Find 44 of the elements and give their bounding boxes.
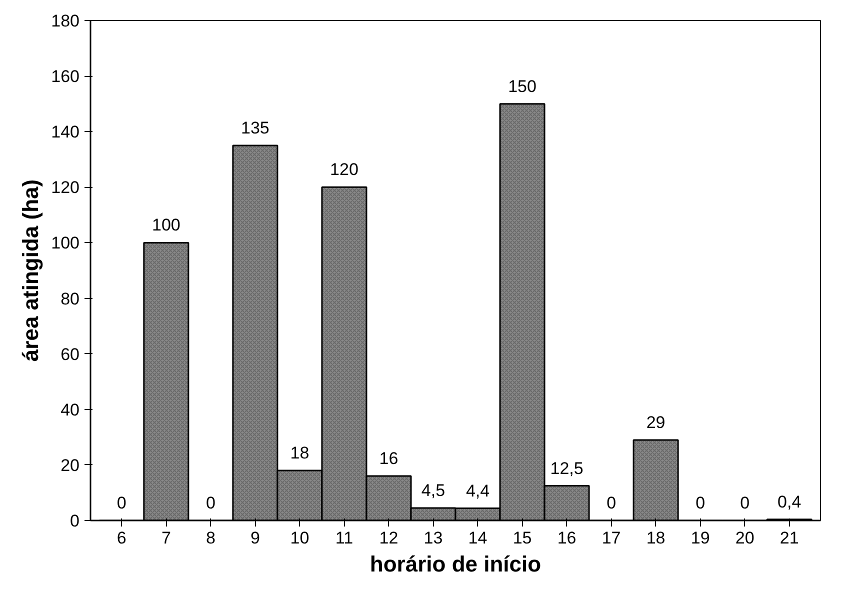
x-tick-label: 19	[690, 528, 710, 548]
x-tick-label: 16	[557, 528, 576, 548]
y-axis-title: área atingida (ha)	[18, 179, 44, 362]
x-tick-label: 18	[646, 528, 666, 548]
x-tick-label: 12	[379, 528, 398, 548]
x-tick-label: 9	[250, 528, 260, 548]
data-label: 0	[206, 494, 216, 512]
x-tick-label: 10	[290, 528, 310, 548]
data-label: 12,5	[550, 458, 584, 478]
data-label: 0	[606, 494, 616, 512]
data-label: 16	[379, 449, 398, 468]
y-tick-label: 20	[60, 456, 80, 475]
y-tick-label: 140	[51, 122, 80, 142]
x-tick-label: 7	[161, 528, 171, 548]
x-tick-label: 14	[468, 528, 488, 548]
data-label: 0	[116, 494, 126, 512]
y-tick-label: 40	[60, 400, 80, 420]
y-tick-label: 0	[70, 512, 80, 530]
x-tick-label: 15	[512, 528, 532, 548]
data-label: 120	[330, 160, 358, 180]
y-tick-label: 120	[51, 178, 80, 198]
data-label: 150	[508, 76, 536, 96]
data-label: 0,4	[778, 492, 802, 512]
y-tick-label: 180	[51, 12, 80, 30]
x-tick-label: 6	[116, 528, 126, 548]
y-tick-label: 100	[51, 234, 80, 253]
x-tick-label: 20	[735, 528, 754, 548]
data-label: 4,4	[466, 481, 490, 500]
data-label: 18	[290, 444, 310, 462]
y-tick-label: 80	[60, 289, 80, 308]
data-label: 100	[152, 216, 180, 235]
data-label: 0	[696, 494, 706, 512]
y-tick-label: 60	[60, 344, 80, 364]
x-tick-label: 21	[780, 528, 799, 548]
x-tick-label: 11	[335, 528, 354, 548]
x-tick-label: 13	[424, 528, 443, 548]
x-axis-title: horário de início	[370, 552, 542, 576]
data-label: 135	[241, 118, 270, 138]
data-label: 4,5	[421, 481, 446, 500]
data-label: 0	[740, 494, 750, 512]
x-tick-label: 17	[602, 528, 621, 548]
data-label: 29	[646, 412, 666, 432]
y-tick-label: 160	[51, 67, 80, 86]
x-tick-label: 8	[206, 528, 216, 548]
